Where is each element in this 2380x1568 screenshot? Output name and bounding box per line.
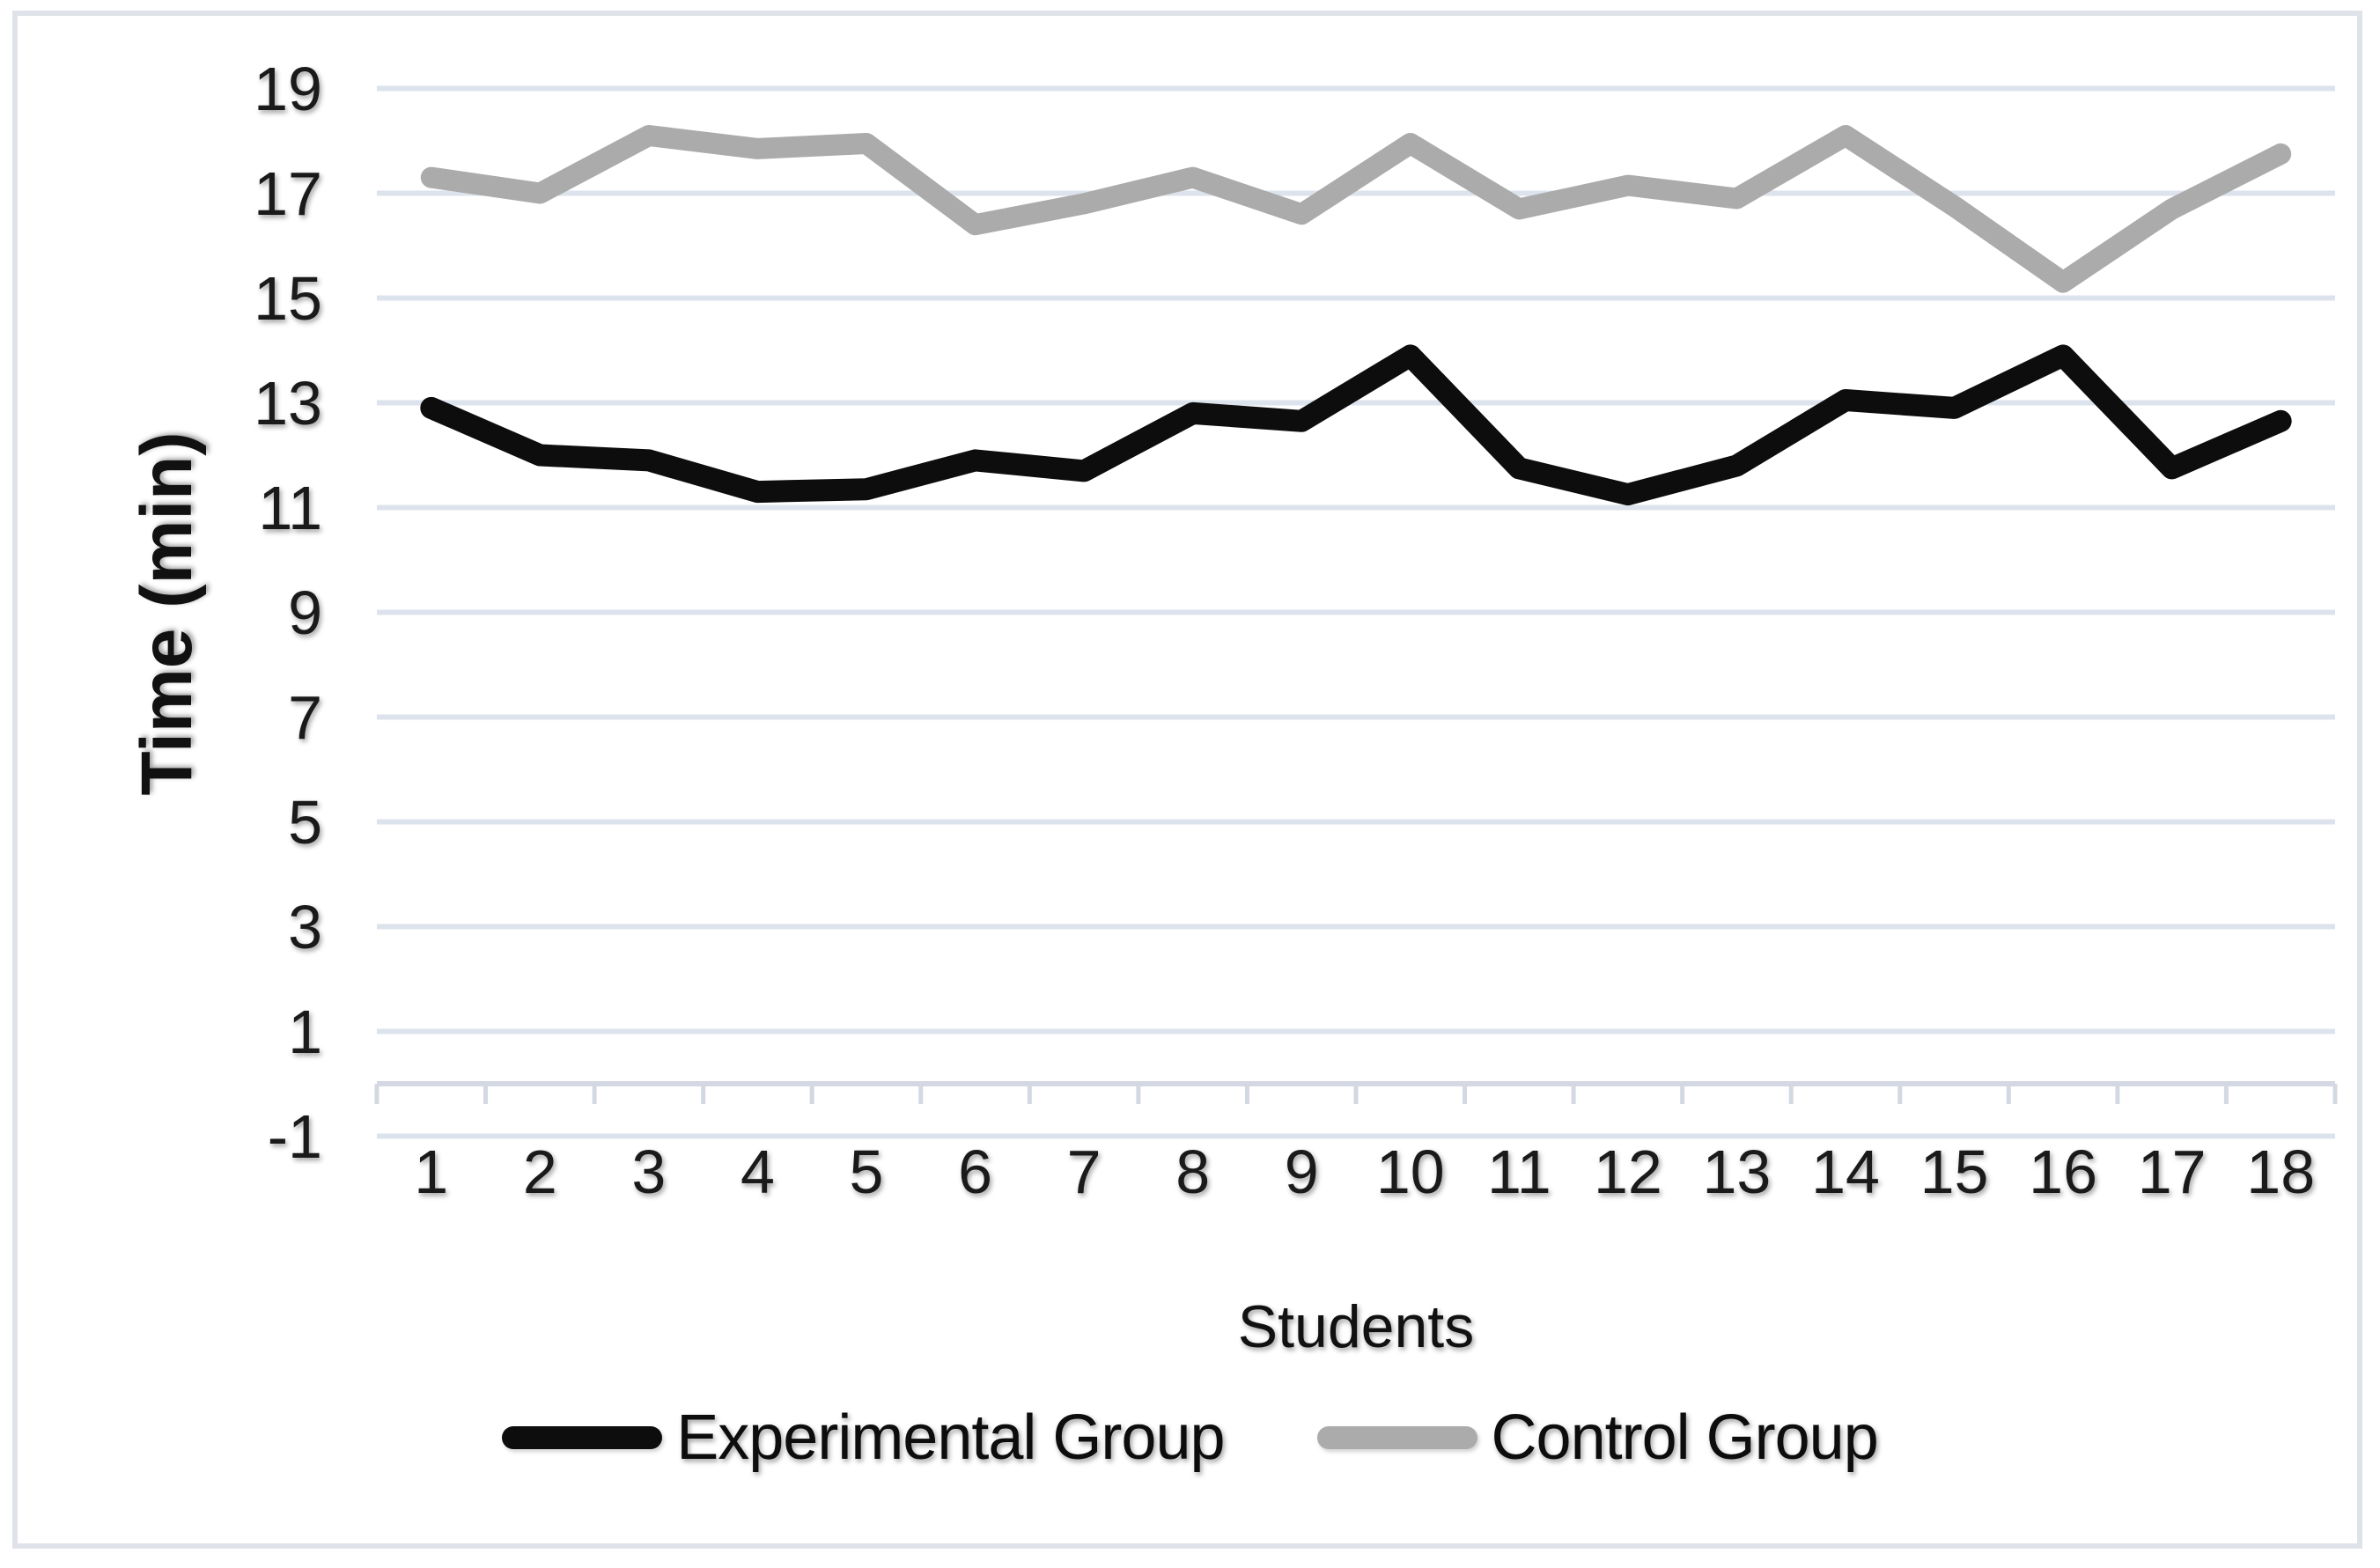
x-tick-label-6: 6 [958,1137,993,1206]
y-tick-label-3: 3 [288,892,322,961]
x-axis-title: Students [1237,1293,1475,1360]
y-tick-label-17: 17 [254,158,322,228]
y-tick-label--1: -1 [267,1101,322,1171]
x-tick-label-16: 16 [2029,1137,2098,1206]
y-tick-label-7: 7 [288,682,322,752]
x-tick-label-17: 17 [2137,1137,2207,1206]
legend-item-experimental-group: Experimental Group [502,1402,1226,1474]
x-tick-label-3: 3 [631,1137,667,1206]
x-tick-label-9: 9 [1284,1137,1319,1206]
x-tick-label-18: 18 [2246,1137,2316,1206]
x-tick-label-7: 7 [1066,1137,1102,1206]
legend-item-control-group: Control Group [1316,1402,1879,1474]
y-tick-label-13: 13 [254,368,322,438]
x-tick-label-12: 12 [1593,1137,1662,1206]
y-tick-label-1: 1 [288,997,322,1066]
control-group-line-swatch [1316,1426,1477,1449]
x-tick-label-13: 13 [1702,1137,1772,1206]
legend-label-control-group: Control Group [1491,1402,1879,1473]
x-tick-label-15: 15 [1919,1137,1989,1206]
x-tick-label-4: 4 [740,1137,775,1206]
series-line-experimental-group [420,344,2292,506]
legend: Experimental Group Control Group [0,1402,2380,1474]
legend-label-experimental-group: Experimental Group [676,1402,1225,1473]
y-tick-label-15: 15 [254,263,322,333]
y-axis-title: Time (min) [127,431,207,796]
x-tick-label-5: 5 [849,1137,884,1206]
y-tick-label-11: 11 [258,473,322,542]
x-tick-label-2: 2 [522,1137,557,1206]
y-tick-label-5: 5 [288,787,322,857]
experimental-group-line-swatch [502,1426,663,1449]
x-tick-label-14: 14 [1811,1137,1880,1206]
chart-border-frame [12,11,2362,1549]
x-tick-label-11: 11 [1486,1137,1551,1206]
x-tick-label-8: 8 [1175,1137,1211,1206]
y-tick-label-9: 9 [288,578,322,647]
x-tick-label-1: 1 [414,1137,449,1206]
series-line-control-group [420,125,2292,293]
y-tick-label-19: 19 [254,54,322,123]
x-tick-label-10: 10 [1375,1137,1445,1206]
